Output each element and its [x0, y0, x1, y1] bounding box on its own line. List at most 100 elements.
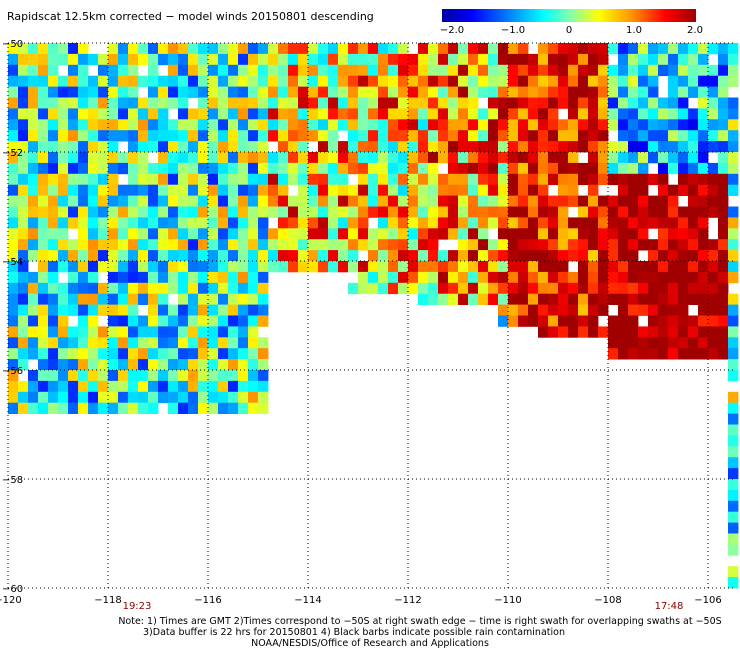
- heatmap-cell: [658, 228, 669, 240]
- heatmap-cell: [608, 97, 619, 109]
- heatmap-cell: [88, 304, 99, 316]
- heatmap-cell: [668, 64, 679, 77]
- heatmap-cell: [368, 271, 379, 284]
- heatmap-cell: [718, 337, 729, 349]
- heatmap-cell: [98, 53, 109, 66]
- heatmap-cell: [528, 64, 539, 77]
- heatmap-cell: [168, 315, 179, 327]
- heatmap-cell: [238, 348, 249, 360]
- heatmap-cell: [398, 184, 409, 196]
- heatmap-cell: [468, 43, 479, 55]
- heatmap-cell: [138, 206, 149, 218]
- heatmap-cell: [258, 86, 269, 98]
- heatmap-cell: [538, 326, 549, 338]
- heatmap-cell: [598, 282, 609, 295]
- heatmap-cell: [288, 141, 299, 153]
- heatmap-cell: [698, 195, 709, 207]
- heatmap-cell: [38, 250, 49, 262]
- heatmap-cell: [448, 293, 459, 305]
- heatmap-cell: [668, 239, 679, 251]
- heatmap-cell: [458, 119, 469, 131]
- heatmap-cell: [128, 43, 139, 55]
- heatmap-cell: [38, 108, 49, 120]
- heatmap-cell: [708, 108, 719, 120]
- heatmap-cell: [408, 261, 419, 273]
- heatmap-cell: [518, 239, 529, 251]
- heatmap-cell: [18, 348, 29, 360]
- heatmap-cell: [78, 217, 89, 229]
- heatmap-cell: [618, 304, 629, 316]
- heatmap-cell: [478, 261, 489, 273]
- heatmap-cell: [258, 359, 269, 371]
- heatmap-cell: [148, 304, 159, 316]
- heatmap-cell: [428, 250, 439, 262]
- heatmap-cell: [158, 75, 169, 87]
- heatmap-cell: [378, 53, 389, 66]
- heatmap-cell: [108, 359, 119, 371]
- heatmap-cell: [28, 184, 39, 196]
- heatmap-cell: [408, 64, 419, 77]
- heatmap-cell: [68, 152, 79, 164]
- heatmap-cell: [618, 53, 629, 66]
- heatmap-cell: [18, 152, 29, 164]
- heatmap-cell: [478, 228, 489, 240]
- heatmap-cell: [38, 97, 49, 109]
- heatmap-cell: [678, 293, 689, 305]
- heatmap-cell: [348, 86, 359, 98]
- heatmap-cell: [288, 119, 299, 131]
- heatmap-cell: [348, 75, 359, 87]
- heatmap-cell: [608, 195, 619, 207]
- heatmap-cell: [248, 326, 259, 338]
- heatmap-cell: [628, 108, 639, 120]
- heatmap-cell: [18, 195, 29, 207]
- heatmap-cell: [488, 293, 499, 305]
- heatmap-cell: [268, 108, 279, 120]
- heatmap-cell: [48, 130, 59, 142]
- heatmap-cell: [558, 261, 569, 273]
- heatmap-cell: [8, 348, 19, 360]
- heatmap-cell: [588, 184, 599, 196]
- heatmap-cell: [18, 108, 29, 120]
- heatmap-cell: [38, 173, 49, 186]
- heatmap-cell: [18, 75, 29, 87]
- heatmap-cell: [18, 184, 29, 196]
- heatmap-cell: [8, 152, 19, 164]
- heatmap-cell: [518, 162, 529, 175]
- heatmap-cell: [598, 271, 609, 284]
- heatmap-cell: [468, 119, 479, 131]
- heatmap-cell: [378, 206, 389, 218]
- heatmap-cell: [688, 162, 699, 175]
- heatmap-cell: [398, 206, 409, 218]
- heatmap-cell: [448, 282, 459, 295]
- heatmap-cell: [88, 108, 99, 120]
- heatmap-cell: [148, 97, 159, 109]
- heatmap-cell: [8, 250, 19, 262]
- heatmap-cell: [68, 217, 79, 229]
- note-line-2: 3)Data buffer is 22 hrs for 20150801 4) …: [143, 627, 565, 638]
- heatmap-cell: [428, 162, 439, 175]
- heatmap-cell: [408, 97, 419, 109]
- heatmap-cell: [28, 250, 39, 262]
- heatmap-cell: [338, 184, 349, 196]
- heatmap-cell: [498, 64, 509, 77]
- heatmap-cell: [168, 348, 179, 360]
- heatmap-cell: [708, 97, 719, 109]
- heatmap-cell: [58, 348, 69, 360]
- heatmap-cell: [38, 359, 49, 371]
- heatmap-cell: [88, 380, 99, 393]
- heatmap-cell: [348, 239, 359, 251]
- heatmap-cell: [118, 217, 129, 229]
- heatmap-cell: [618, 315, 629, 327]
- heatmap-cell: [338, 162, 349, 175]
- heatmap-cell: [298, 75, 309, 87]
- heatmap-cell: [248, 337, 259, 349]
- heatmap-cell: [298, 108, 309, 120]
- heatmap-cell: [628, 184, 639, 196]
- heatmap-cell: [218, 337, 229, 349]
- heatmap-cell: [258, 380, 269, 393]
- heatmap-cell: [178, 293, 189, 305]
- heatmap-cell: [158, 282, 169, 295]
- heatmap-cell: [128, 141, 139, 153]
- note-line-1: Note: 1) Times are GMT 2)Times correspon…: [118, 616, 721, 627]
- heatmap-cell: [188, 217, 199, 229]
